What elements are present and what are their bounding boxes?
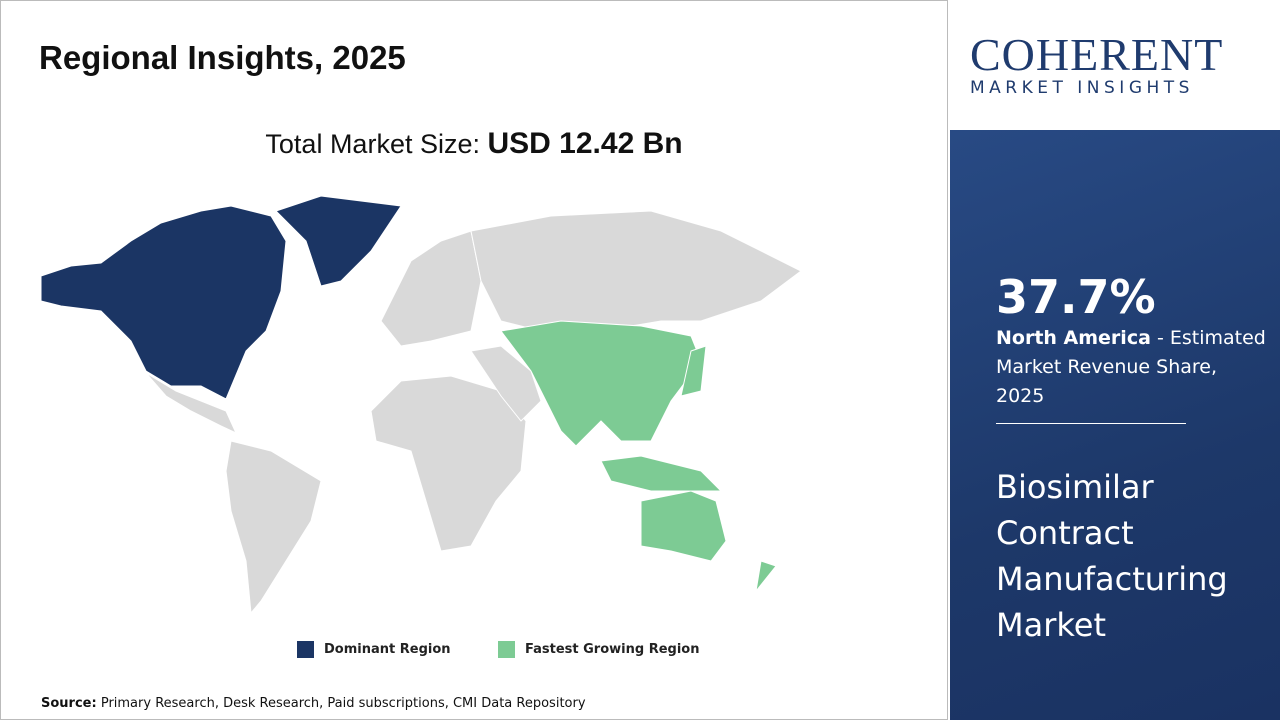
north-america (40, 205, 287, 400)
share-stat: 37.7% (996, 270, 1156, 324)
legend-label: Dominant Region (324, 642, 451, 657)
greenland (275, 195, 402, 287)
world-map (40, 195, 802, 615)
share-description: North America - Estimated Market Revenue… (996, 324, 1266, 411)
north-asia (470, 210, 802, 332)
sidebar: COHERENT MARKET INSIGHTS 37.7% North Ame… (950, 0, 1280, 720)
logo-tagline: MARKET INSIGHTS (970, 78, 1194, 98)
description: - Estimated Market Revenue Share, 2025 (996, 327, 1266, 407)
middle-east (470, 345, 542, 422)
total-market: Total Market Size: USD 12.42 Bn (1, 127, 947, 161)
logo-name: COHERENT (970, 29, 1224, 80)
source-text: Primary Research, Desk Research, Paid su… (100, 696, 586, 711)
legend-swatch (498, 641, 515, 658)
central-america (145, 372, 238, 435)
market-name: Biosimilar Contract Manufacturing Market (996, 468, 1228, 644)
legend-item: Fastest Growing Region (498, 641, 699, 658)
divider (996, 423, 1186, 424)
legend-item: Dominant Region (297, 641, 451, 658)
asia-pacific (500, 320, 702, 447)
africa (370, 375, 527, 552)
info-panel: 37.7% North America - Estimated Market R… (950, 130, 1280, 720)
main-panel: Regional Insights, 2025 Total Market Siz… (0, 0, 948, 720)
source: Source: Primary Research, Desk Research,… (41, 696, 586, 711)
legend-label: Fastest Growing Region (525, 642, 700, 657)
south-america (225, 440, 322, 615)
japan (680, 345, 707, 397)
new-zealand (755, 560, 777, 593)
total-value: USD 12.42 Bn (487, 127, 683, 160)
title: Regional Insights, 2025 (39, 39, 406, 76)
legend-swatch (297, 641, 314, 658)
indonesia (600, 455, 723, 492)
source-label: Source: (41, 696, 97, 711)
region: North America (996, 327, 1151, 349)
europe (380, 230, 482, 347)
total-label: Total Market Size: (265, 129, 480, 159)
australia (640, 490, 727, 562)
logo: COHERENT MARKET INSIGHTS (950, 0, 1280, 130)
